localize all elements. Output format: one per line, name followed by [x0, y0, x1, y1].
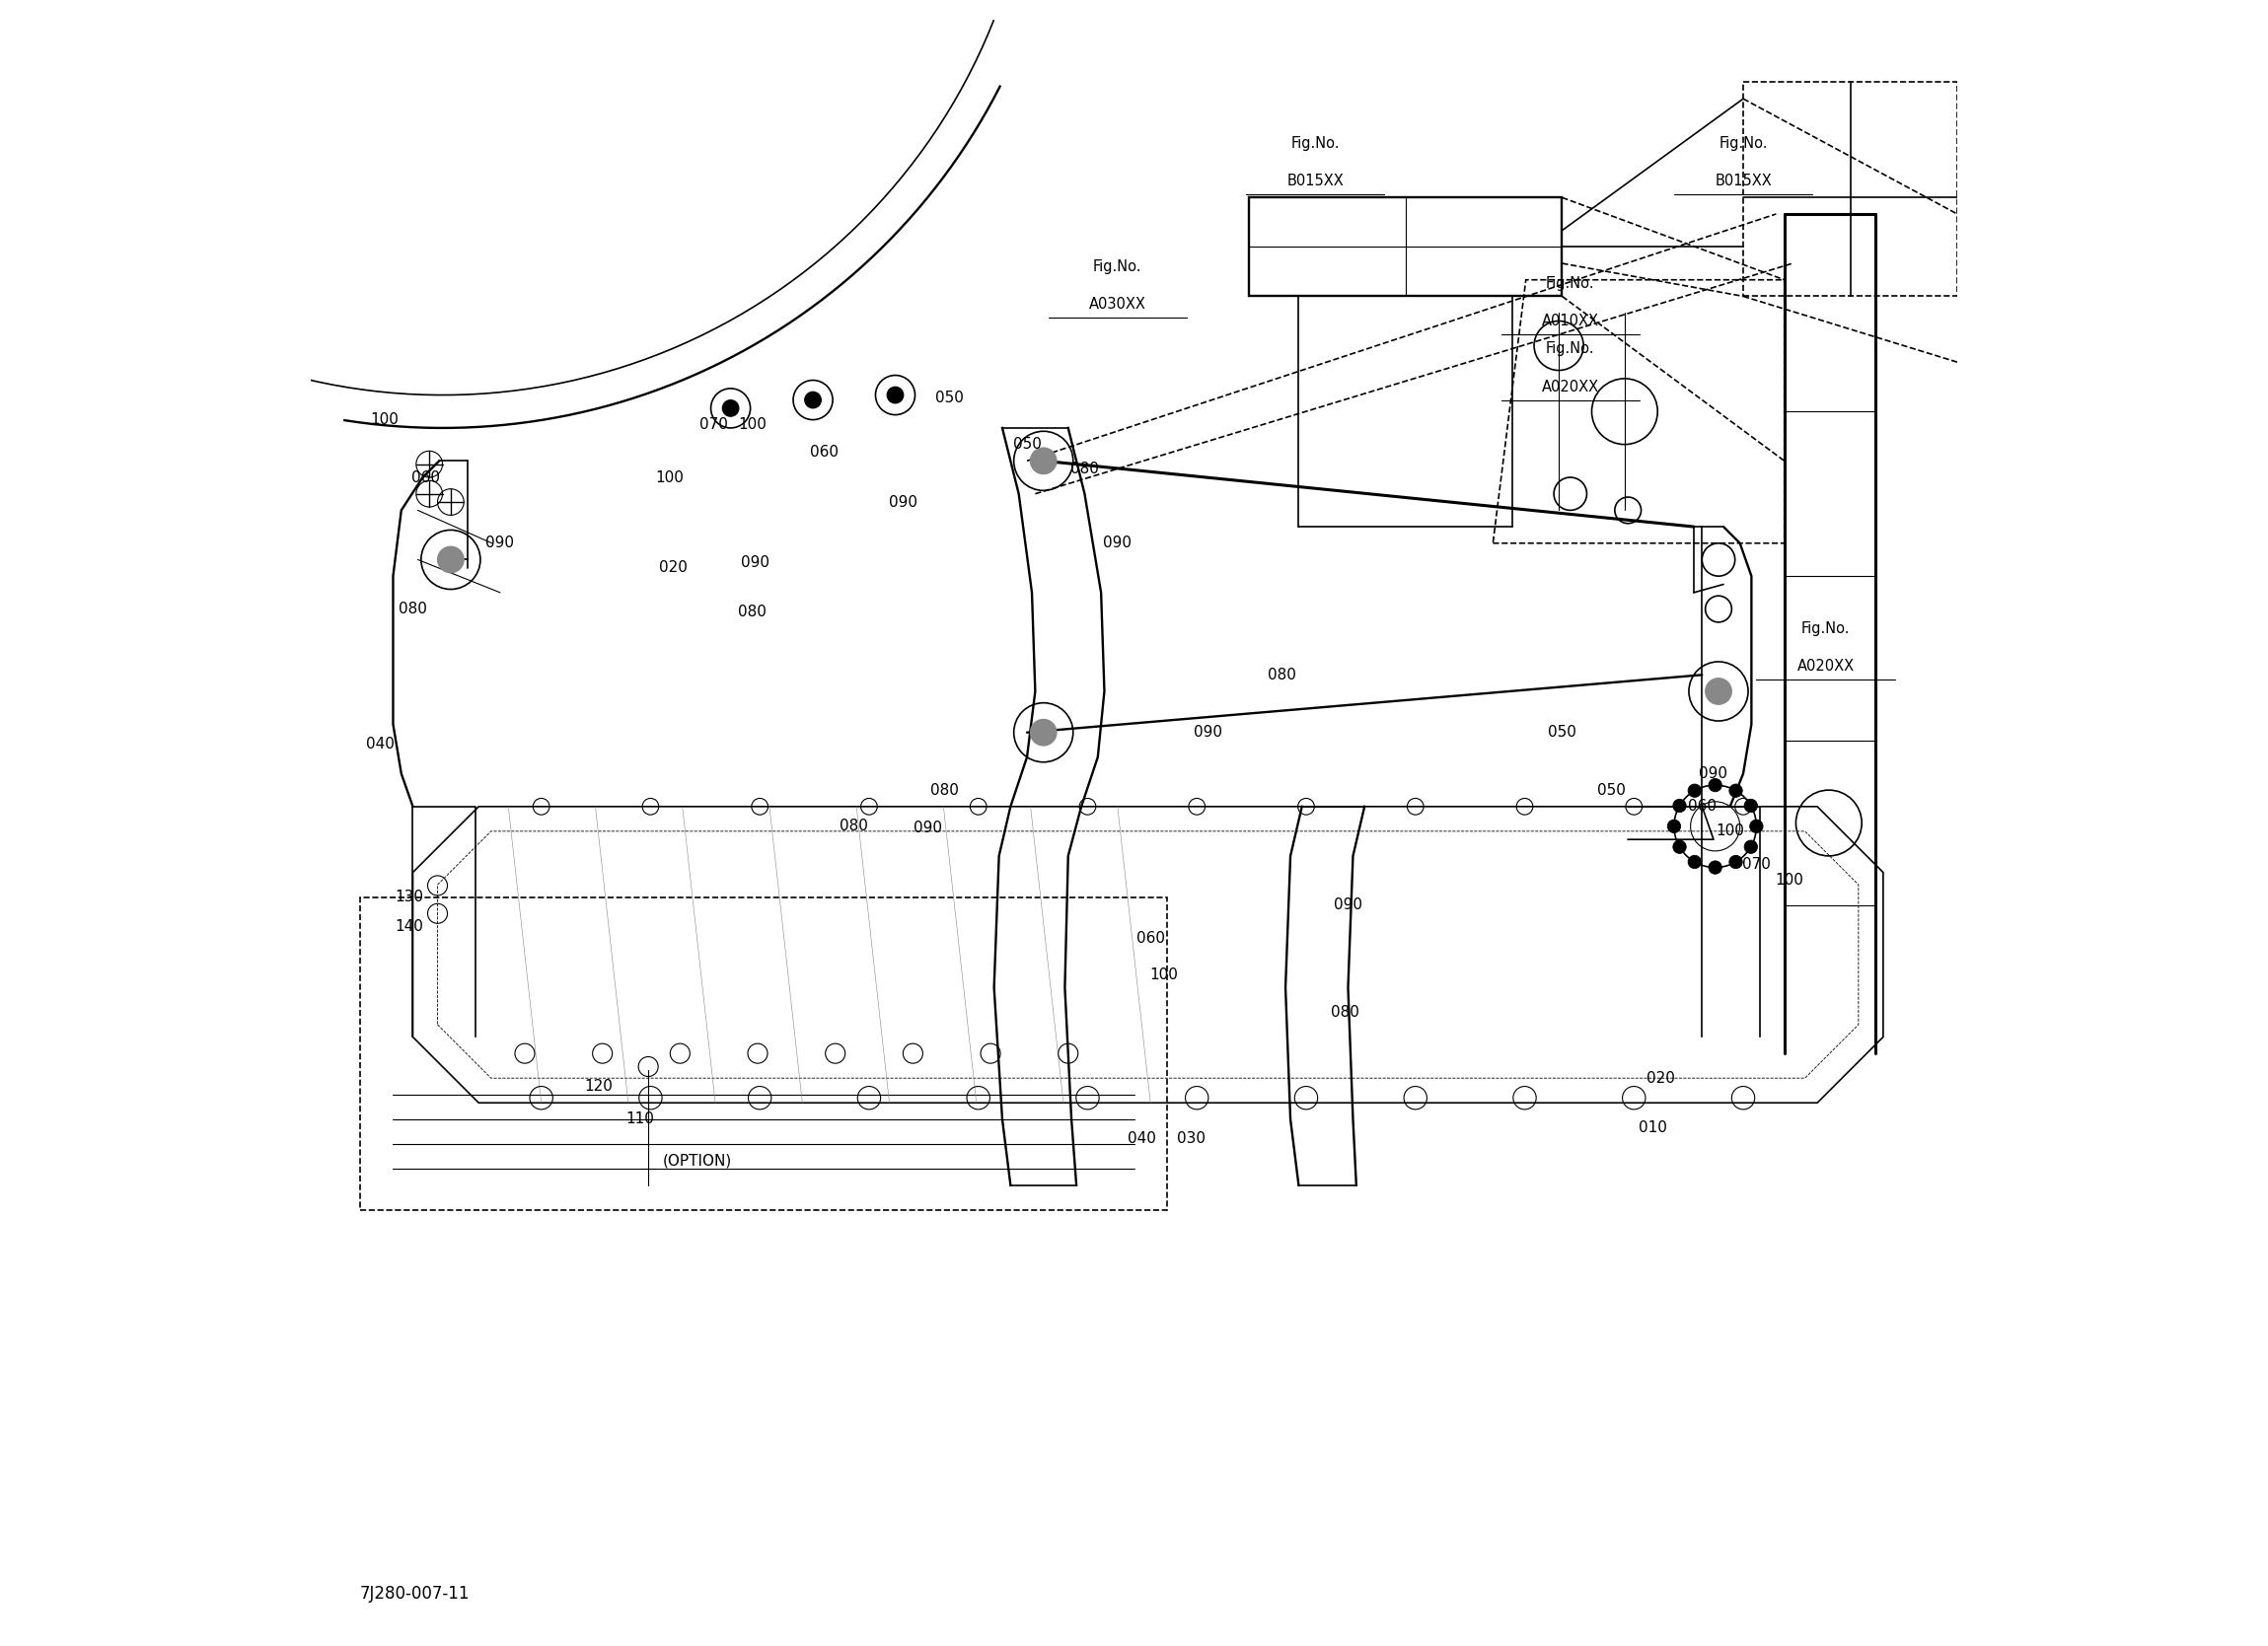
Bar: [1250, 198, 1563, 296]
Bar: [1744, 82, 1957, 296]
Text: 040: 040: [365, 737, 395, 751]
Text: 090: 090: [889, 495, 919, 509]
Text: 080: 080: [930, 783, 959, 797]
Text: 090: 090: [1102, 537, 1132, 550]
Text: Fig.No.: Fig.No.: [1801, 622, 1851, 635]
Text: 090: 090: [1699, 767, 1728, 780]
Text: 080: 080: [1331, 1006, 1359, 1019]
Text: Fig.No.: Fig.No.: [1290, 137, 1340, 150]
Circle shape: [805, 392, 821, 408]
Text: 020: 020: [658, 561, 687, 574]
Circle shape: [1687, 783, 1701, 797]
Text: 110: 110: [626, 1113, 653, 1126]
Text: 090: 090: [1193, 726, 1222, 739]
Text: 090: 090: [914, 821, 943, 835]
Text: Fig.No.: Fig.No.: [1547, 277, 1594, 290]
Text: A020XX: A020XX: [1542, 380, 1599, 393]
Text: 050: 050: [934, 392, 964, 405]
Text: 100: 100: [370, 413, 399, 426]
Circle shape: [438, 546, 465, 573]
Text: 100: 100: [1776, 874, 1803, 887]
Text: Fig.No.: Fig.No.: [1547, 342, 1594, 356]
Text: 7J280-007-11: 7J280-007-11: [361, 1585, 469, 1602]
Text: 080: 080: [1070, 463, 1100, 476]
Text: Fig.No.: Fig.No.: [1719, 137, 1767, 150]
Text: 080: 080: [737, 606, 767, 619]
Circle shape: [1728, 856, 1742, 869]
Text: B015XX: B015XX: [1715, 174, 1771, 188]
Circle shape: [1708, 779, 1721, 792]
Bar: [361, 897, 1168, 1210]
Text: 090: 090: [742, 556, 769, 570]
Circle shape: [1728, 783, 1742, 797]
Text: 080: 080: [1268, 668, 1297, 681]
Text: A020XX: A020XX: [1796, 660, 1855, 673]
Text: 060: 060: [413, 471, 440, 484]
Text: 070: 070: [1742, 858, 1771, 871]
Text: 130: 130: [395, 890, 424, 904]
Circle shape: [1667, 820, 1681, 833]
Text: 100: 100: [1717, 825, 1744, 838]
Text: 060: 060: [1687, 800, 1717, 813]
Text: 090: 090: [485, 537, 515, 550]
Text: 030: 030: [1177, 1132, 1207, 1146]
Text: 050: 050: [1597, 783, 1626, 797]
Text: 100: 100: [1150, 968, 1177, 981]
Text: A010XX: A010XX: [1542, 314, 1599, 328]
Text: 020: 020: [1647, 1072, 1676, 1085]
Text: A030XX: A030XX: [1089, 298, 1145, 311]
Text: 080: 080: [839, 820, 869, 833]
Text: B015XX: B015XX: [1286, 174, 1343, 188]
Text: 140: 140: [395, 920, 424, 933]
Text: 080: 080: [399, 602, 426, 616]
Circle shape: [1744, 800, 1758, 813]
Text: 100: 100: [655, 471, 685, 484]
Circle shape: [1674, 800, 1685, 813]
Circle shape: [1706, 678, 1733, 704]
Text: 100: 100: [737, 418, 767, 431]
Text: 060: 060: [1136, 932, 1166, 945]
Circle shape: [887, 387, 903, 403]
Text: 060: 060: [810, 446, 839, 459]
Text: 090: 090: [1334, 899, 1363, 912]
Circle shape: [1030, 448, 1057, 474]
Circle shape: [1744, 839, 1758, 854]
Circle shape: [1708, 861, 1721, 874]
Circle shape: [1674, 839, 1685, 854]
Text: 040: 040: [1127, 1132, 1157, 1146]
Circle shape: [1030, 719, 1057, 746]
Text: 070: 070: [701, 418, 728, 431]
Text: 010: 010: [1637, 1121, 1667, 1134]
Text: (OPTION): (OPTION): [662, 1154, 733, 1167]
Text: 050: 050: [1547, 726, 1576, 739]
Circle shape: [1751, 820, 1762, 833]
Circle shape: [1687, 856, 1701, 869]
Text: Fig.No.: Fig.No.: [1093, 260, 1143, 273]
Text: 050: 050: [1014, 438, 1041, 451]
Circle shape: [723, 400, 739, 416]
Text: 120: 120: [585, 1080, 612, 1093]
